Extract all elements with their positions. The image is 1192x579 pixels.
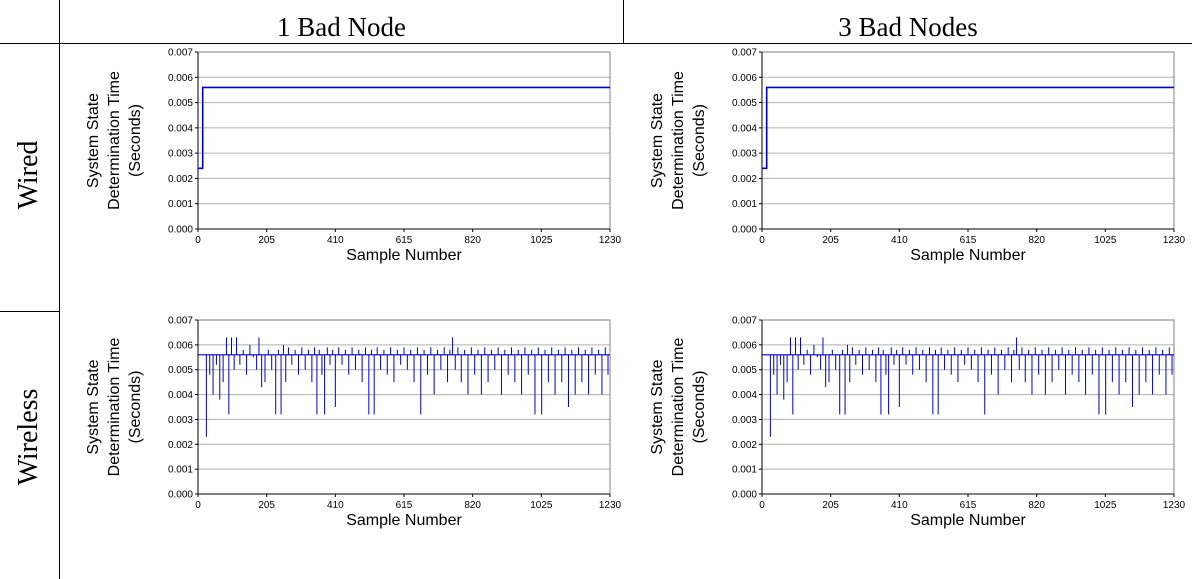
x-tick-label: 410 [891,500,908,511]
y-tick-label: 0.004 [168,390,193,401]
y-tick-label: 0.001 [732,199,757,210]
y-tick-label: 0.002 [732,440,757,451]
series-line [762,86,1174,170]
y-tick-label: 0.004 [732,390,757,401]
x-tick-label: 1230 [1163,235,1186,246]
plot-frame [761,319,1175,495]
x-tick-label: 410 [891,235,908,246]
y-axis-label-line: System State [85,93,102,188]
series-line [198,86,610,170]
y-axis-label-line: (Seconds) [691,371,708,444]
y-tick-label: 0.007 [168,316,193,327]
x-tick-label: 1230 [599,235,622,246]
y-tick-label: 0.006 [168,340,193,351]
x-tick-label: 820 [464,500,481,511]
y-tick-label: 0.007 [732,316,757,327]
y-tick-label: 0.000 [168,225,193,236]
table-divider-row [0,311,60,312]
y-axis-label-line: (Seconds) [127,371,144,444]
x-axis-label: Sample Number [346,512,462,529]
x-tick-label: 615 [396,235,413,246]
x-tick-label: 205 [822,235,839,246]
x-tick-label: 410 [327,500,344,511]
plot-frame [197,319,611,495]
chart-wired-1: 0.000 0.001 0.002 0.003 0.004 0.005 0.006 0.007… [85,48,622,265]
y-tick-label: 0.000 [732,225,757,236]
x-tick-label: 205 [822,500,839,511]
x-tick-label: 615 [960,235,977,246]
y-axis-label-line: (Seconds) [127,104,144,177]
y-axis-label-line: System State [85,359,102,454]
y-tick-label: 0.002 [168,174,193,185]
chart-wired-3: 0.000 0.001 0.002 0.003 0.004 0.005 0.006 0.007… [649,48,1186,265]
x-tick-label: 820 [1028,235,1045,246]
y-tick-label: 0.006 [732,73,757,84]
y-axis-label-line: Determination Time [106,338,123,477]
x-axis-label: Sample Number [910,247,1026,264]
y-tick-label: 0.007 [732,48,757,59]
y-tick-label: 0.003 [732,415,757,426]
y-tick-label: 0.001 [168,465,193,476]
x-tick-label: 0 [759,500,765,511]
y-tick-label: 0.003 [732,149,757,160]
plot-frame [761,51,1175,230]
x-tick-label: 205 [258,235,275,246]
y-tick-label: 0.001 [168,199,193,210]
y-axis-label-line: Determination Time [670,338,687,477]
x-tick-label: 0 [195,235,201,246]
table-divider-left [59,0,60,579]
chart-wireless-3: 0.000 0.001 0.002 0.003 0.004 0.005 0.006 0.007… [649,316,1186,530]
y-axis-label-line: (Seconds) [691,104,708,177]
plot-frame [197,51,611,230]
x-tick-label: 205 [258,500,275,511]
y-axis-label-line: Determination Time [106,71,123,210]
x-axis-label: Sample Number [910,512,1026,529]
x-tick-label: 615 [960,500,977,511]
x-tick-label: 1025 [530,235,553,246]
y-axis-label-line: Determination Time [670,71,687,210]
y-tick-label: 0.003 [168,149,193,160]
y-tick-label: 0.002 [732,174,757,185]
column-header-1-bad-node: 1 Bad Node [277,12,406,42]
chart-wireless-1: 0.000 0.001 0.002 0.003 0.004 0.005 0.006 0.007… [85,316,622,530]
y-tick-label: 0.006 [168,73,193,84]
x-tick-label: 615 [396,500,413,511]
x-tick-label: 1025 [1094,235,1117,246]
x-tick-label: 1025 [1094,500,1117,511]
x-axis-label: Sample Number [346,247,462,264]
y-tick-label: 0.000 [732,490,757,501]
y-tick-label: 0.000 [168,490,193,501]
y-tick-label: 0.001 [732,465,757,476]
y-tick-label: 0.003 [168,415,193,426]
table-divider-header [0,43,1192,44]
y-tick-label: 0.005 [168,98,193,109]
y-tick-label: 0.005 [732,98,757,109]
y-tick-label: 0.002 [168,440,193,451]
column-header-3-bad-nodes: 3 Bad Nodes [838,12,978,42]
y-tick-label: 0.007 [168,48,193,59]
x-tick-label: 410 [327,235,344,246]
x-tick-label: 0 [759,235,765,246]
table-divider-middle [623,0,624,44]
x-tick-label: 820 [464,235,481,246]
x-tick-label: 1230 [599,500,622,511]
x-tick-label: 1230 [1163,500,1186,511]
x-tick-label: 0 [195,500,201,511]
x-tick-label: 1025 [530,500,553,511]
y-axis-label-line: System State [649,93,666,188]
x-tick-label: 820 [1028,500,1045,511]
y-tick-label: 0.005 [732,365,757,376]
y-tick-label: 0.006 [732,340,757,351]
y-tick-label: 0.004 [168,123,193,134]
y-axis-label-line: System State [649,359,666,454]
y-tick-label: 0.005 [168,365,193,376]
y-tick-label: 0.004 [732,123,757,134]
